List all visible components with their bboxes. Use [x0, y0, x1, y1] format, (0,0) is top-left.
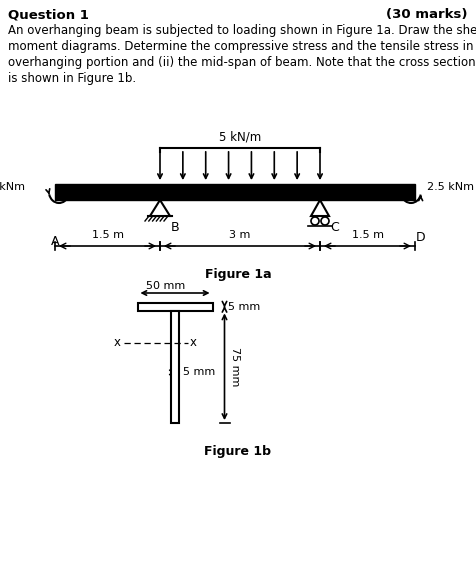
- Text: 50 mm: 50 mm: [147, 281, 186, 291]
- Text: x: x: [113, 336, 120, 349]
- Text: x: x: [190, 336, 197, 349]
- Text: 1.5 m: 1.5 m: [351, 230, 384, 240]
- Text: 75 mm: 75 mm: [229, 347, 239, 386]
- Text: (30 marks): (30 marks): [387, 8, 468, 21]
- Bar: [171, 311, 179, 423]
- Polygon shape: [150, 200, 170, 216]
- Bar: [55, 184, 415, 200]
- Text: 2.5 kNm: 2.5 kNm: [0, 182, 25, 192]
- Text: An overhanging beam is subjected to loading shown in Figure 1a. Draw the shear a: An overhanging beam is subjected to load…: [8, 24, 476, 37]
- Text: C: C: [330, 221, 339, 234]
- Bar: [138, 303, 212, 311]
- Text: B: B: [171, 221, 179, 234]
- Text: Figure 1a: Figure 1a: [205, 268, 271, 281]
- Text: 2.5 kNm: 2.5 kNm: [427, 182, 474, 192]
- Text: 1.5 m: 1.5 m: [91, 230, 123, 240]
- Circle shape: [311, 217, 319, 225]
- Text: moment diagrams. Determine the compressive stress and the tensile stress in (i) : moment diagrams. Determine the compressi…: [8, 40, 476, 53]
- Text: D: D: [416, 231, 426, 244]
- Text: Figure 1b: Figure 1b: [205, 445, 271, 458]
- Text: Question 1: Question 1: [8, 8, 89, 21]
- Text: 5 mm: 5 mm: [228, 302, 260, 312]
- Text: 3 m: 3 m: [229, 230, 251, 240]
- Text: is shown in Figure 1b.: is shown in Figure 1b.: [8, 72, 136, 85]
- Text: 5 kN/m: 5 kN/m: [219, 130, 261, 143]
- Polygon shape: [311, 200, 329, 216]
- Text: 5 mm: 5 mm: [183, 367, 215, 377]
- Text: A: A: [51, 235, 59, 248]
- Circle shape: [321, 217, 329, 225]
- Text: overhanging portion and (ii) the mid-span of beam. Note that the cross section o: overhanging portion and (ii) the mid-spa…: [8, 56, 476, 69]
